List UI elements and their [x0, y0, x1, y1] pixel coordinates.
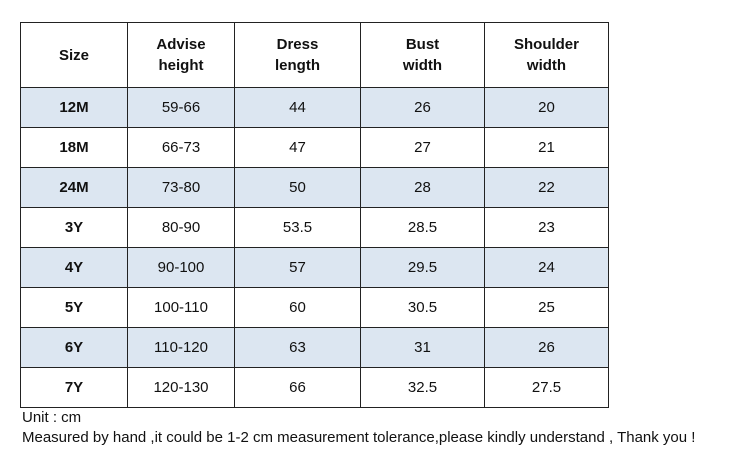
- value-cell: 120-130: [127, 367, 235, 408]
- value-cell: 60: [234, 287, 361, 328]
- header-text: Dress length: [275, 36, 320, 74]
- tolerance-note: Measured by hand ,it could be 1-2 cm mea…: [22, 429, 696, 446]
- size-cell: 24M: [20, 167, 128, 208]
- header-cell: Advise height: [127, 22, 235, 88]
- value-cell: 27.5: [484, 367, 609, 408]
- table-row: 4Y 90-100 57 29.5 24: [20, 247, 609, 288]
- size-cell: 18M: [20, 127, 128, 168]
- value-cell: 53.5: [234, 207, 361, 248]
- value-cell: 28.5: [360, 207, 485, 248]
- table-body: 12M 59-66 44 26 20 18M 66-73 47 27 21 24M 73-80 50 28…: [20, 87, 609, 408]
- size-cell: 3Y: [20, 207, 128, 248]
- value-cell: 66: [234, 367, 361, 408]
- size-cell: 7Y: [20, 367, 128, 408]
- header-cell: Bust width: [360, 22, 485, 88]
- table-row: 7Y 120-130 66 32.5 27.5: [20, 367, 609, 408]
- value-cell: 80-90: [127, 207, 235, 248]
- header-cell: Shoulder width: [484, 22, 609, 88]
- value-cell: 57: [234, 247, 361, 288]
- value-cell: 100-110: [127, 287, 235, 328]
- size-table: Size Advise height Dress length Bust width S…: [20, 22, 609, 408]
- size-cell: 5Y: [20, 287, 128, 328]
- value-cell: 31: [360, 327, 485, 368]
- size-cell: 12M: [20, 87, 128, 128]
- header-text: Advise height: [156, 36, 206, 74]
- value-cell: 32.5: [360, 367, 485, 408]
- value-cell: 24: [484, 247, 609, 288]
- value-cell: 110-120: [127, 327, 235, 368]
- table-row: 3Y 80-90 53.5 28.5 23: [20, 207, 609, 248]
- header-cell: Size: [20, 22, 128, 88]
- value-cell: 21: [484, 127, 609, 168]
- value-cell: 28: [360, 167, 485, 208]
- value-cell: 73-80: [127, 167, 235, 208]
- value-cell: 29.5: [360, 247, 485, 288]
- header-text: Bust width: [402, 36, 443, 74]
- table-row: 5Y 100-110 60 30.5 25: [20, 287, 609, 328]
- value-cell: 30.5: [360, 287, 485, 328]
- value-cell: 66-73: [127, 127, 235, 168]
- table-row: 12M 59-66 44 26 20: [20, 87, 609, 128]
- value-cell: 90-100: [127, 247, 235, 288]
- table-row: 24M 73-80 50 28 22: [20, 167, 609, 208]
- value-cell: 47: [234, 127, 361, 168]
- header-text: Size: [58, 46, 89, 64]
- table-row: 6Y 110-120 63 31 26: [20, 327, 609, 368]
- table-row: 18M 66-73 47 27 21: [20, 127, 609, 168]
- unit-note: Unit : cm: [22, 409, 82, 426]
- value-cell: 27: [360, 127, 485, 168]
- value-cell: 23: [484, 207, 609, 248]
- value-cell: 44: [234, 87, 361, 128]
- size-cell: 4Y: [20, 247, 128, 288]
- header-text: Shoulder width: [513, 36, 579, 74]
- value-cell: 26: [360, 87, 485, 128]
- value-cell: 50: [234, 167, 361, 208]
- header-cell: Dress length: [234, 22, 361, 88]
- header-row: Size Advise height Dress length Bust width S…: [20, 22, 609, 88]
- value-cell: 25: [484, 287, 609, 328]
- value-cell: 59-66: [127, 87, 235, 128]
- value-cell: 20: [484, 87, 609, 128]
- size-cell: 6Y: [20, 327, 128, 368]
- value-cell: 63: [234, 327, 361, 368]
- value-cell: 26: [484, 327, 609, 368]
- value-cell: 22: [484, 167, 609, 208]
